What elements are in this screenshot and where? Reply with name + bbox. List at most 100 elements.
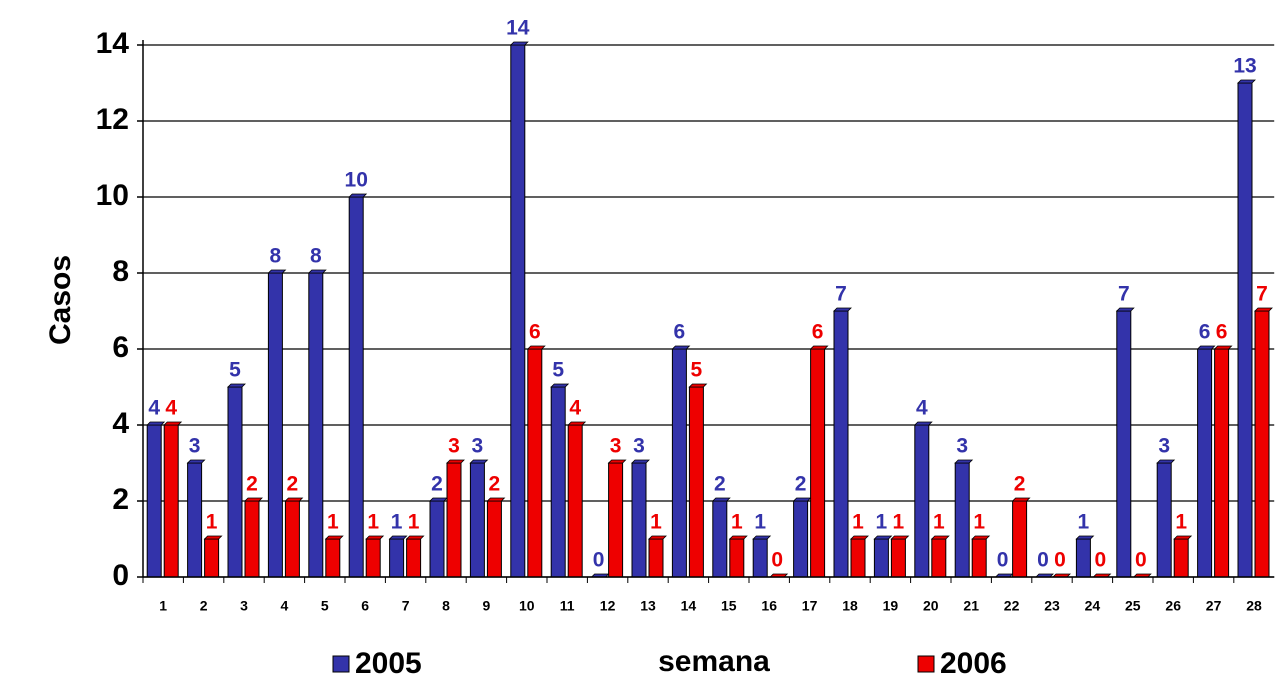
x-tick-label: 24 [1085, 598, 1101, 614]
data-label: 7 [1256, 283, 1268, 306]
data-label: 1 [731, 511, 743, 534]
bar [146, 424, 162, 578]
data-label: 1 [367, 511, 379, 534]
bar-top [1075, 535, 1095, 540]
data-label: 1 [1175, 511, 1187, 534]
data-label: 6 [529, 321, 541, 344]
legend-label: 2005 [355, 647, 422, 680]
x-tick-label: 18 [842, 598, 858, 614]
data-label: 5 [691, 359, 703, 382]
data-label: 3 [956, 435, 968, 458]
data-label: 2 [431, 473, 443, 496]
data-label: 6 [1216, 321, 1228, 344]
data-label: 7 [835, 283, 847, 306]
bar-top [971, 535, 991, 540]
bar [873, 538, 889, 578]
bar [1156, 462, 1172, 578]
y-tick-label: 6 [112, 331, 129, 364]
data-label: 0 [997, 549, 1009, 572]
data-label: 0 [593, 549, 605, 572]
bar-top [526, 345, 546, 350]
bar-top [711, 497, 731, 502]
y-tick-label: 0 [112, 559, 129, 592]
bar-top [1011, 497, 1031, 502]
x-tick-label: 13 [640, 598, 656, 614]
bar-top [607, 459, 627, 464]
bar-top [469, 459, 489, 464]
data-label: 3 [610, 435, 622, 458]
bar [486, 500, 502, 578]
data-label: 2 [489, 473, 501, 496]
data-label: 5 [229, 359, 241, 382]
data-label: 2 [714, 473, 726, 496]
data-label: 4 [569, 397, 581, 420]
x-tick-label: 4 [281, 598, 289, 614]
bar [284, 500, 300, 578]
bar [469, 462, 485, 578]
bar [204, 538, 220, 578]
data-label: 1 [327, 511, 339, 534]
bar [429, 500, 445, 578]
bar-top [809, 345, 829, 350]
data-label: 13 [1233, 55, 1256, 78]
bar-top [1213, 345, 1233, 350]
x-tick-label: 26 [1165, 598, 1181, 614]
data-label: 2 [795, 473, 807, 496]
x-tick-label: 11 [560, 598, 575, 614]
legend-label: 2006 [940, 647, 1007, 680]
data-label: 1 [933, 511, 945, 534]
bar-top [1196, 345, 1216, 350]
bar [688, 386, 704, 578]
y-tick-label: 4 [112, 407, 129, 440]
bar [446, 462, 462, 578]
bar-top [186, 459, 206, 464]
y-axis-label: Casos [44, 255, 77, 345]
bar-top [930, 535, 950, 540]
bar [971, 538, 987, 578]
bar [163, 424, 179, 578]
bar [325, 538, 341, 578]
bar-top [688, 383, 708, 388]
data-label: 4 [165, 397, 177, 420]
data-label: 4 [148, 397, 160, 420]
bar-top [227, 383, 246, 388]
bar-top [307, 269, 327, 274]
legend-key [332, 655, 350, 673]
bar-top [486, 497, 506, 502]
bar-top [365, 535, 385, 540]
x-tick-label: 6 [361, 598, 369, 614]
bar-top [954, 459, 974, 464]
data-label: 0 [1054, 549, 1066, 572]
bar-top [429, 497, 448, 502]
bar [631, 462, 647, 578]
data-label: 8 [310, 245, 322, 268]
bar [1173, 538, 1189, 578]
bar [567, 424, 583, 578]
x-tick-label: 1 [159, 598, 167, 614]
bar-top [913, 421, 933, 426]
bar [267, 272, 283, 578]
bar-top [1254, 307, 1273, 312]
bar [1197, 348, 1213, 578]
bar [550, 386, 566, 578]
bar-top [1173, 535, 1193, 540]
bar [406, 538, 422, 578]
bar-top [850, 535, 869, 540]
bar-top [388, 535, 408, 540]
data-label: 1 [893, 511, 905, 534]
x-tick-label: 14 [681, 598, 697, 614]
data-label: 0 [1095, 549, 1107, 572]
bar [389, 538, 405, 578]
y-tick-label: 2 [112, 483, 129, 516]
bar-top [348, 193, 368, 198]
bar-top [671, 345, 691, 350]
x-tick-label: 25 [1125, 598, 1141, 614]
data-label: 3 [633, 435, 645, 458]
x-tick-label: 3 [240, 598, 248, 614]
data-label: 2 [1014, 473, 1026, 496]
bar [227, 386, 243, 578]
x-tick-label: 20 [923, 598, 939, 614]
bar-top [728, 535, 748, 540]
x-tick-label: 2 [200, 598, 208, 614]
